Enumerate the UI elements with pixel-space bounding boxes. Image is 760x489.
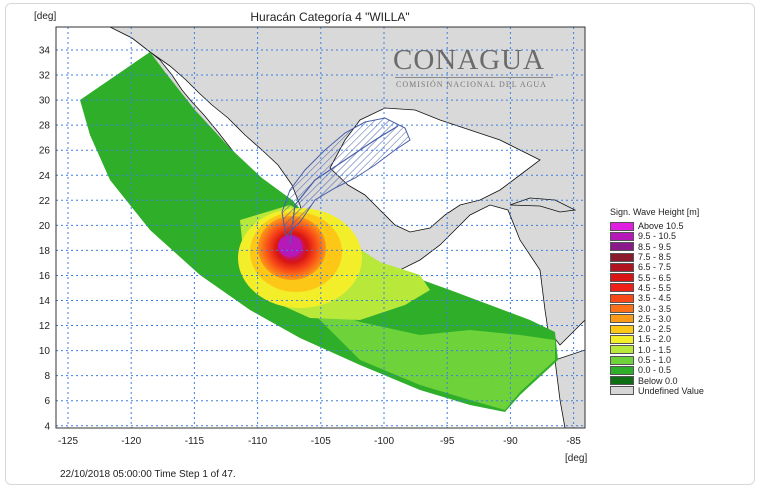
y-tick-label: 24 <box>39 171 51 182</box>
legend-label: Undefined Value <box>638 385 704 396</box>
y-tick-label: 34 <box>39 46 51 57</box>
legend-label: Above 10.5 <box>638 221 684 232</box>
legend-label: 3.5 - 4.5 <box>638 293 672 304</box>
land-south-america <box>554 349 585 428</box>
legend-label: 3.0 - 3.5 <box>638 303 672 314</box>
x-axis-ticks: -125 -120 -115 -110 -105 -100 -95 -90 -85 <box>58 436 581 447</box>
legend-item: Above 10.5 <box>610 221 704 231</box>
legend-swatch <box>610 231 634 241</box>
x-axis-unit: [deg] <box>565 453 588 464</box>
legend-item: 1.5 - 2.0 <box>610 334 704 344</box>
x-tick-label: -90 <box>503 436 518 447</box>
legend-item: 8.5 - 9.5 <box>610 242 704 252</box>
legend-swatch <box>610 345 634 355</box>
wave-field-lightgreen <box>300 300 555 410</box>
y-tick-label: 8 <box>44 371 50 382</box>
y-tick-label: 10 <box>39 346 51 357</box>
legend-swatch <box>610 365 634 375</box>
legend-title: Sign. Wave Height [m] <box>610 207 700 217</box>
legend-label: 0.0 - 0.5 <box>638 365 672 376</box>
legend-label: Below 0.0 <box>638 375 678 386</box>
legend-item: 4.5 - 5.5 <box>610 283 704 293</box>
legend-item: 3.0 - 3.5 <box>610 303 704 314</box>
legend-swatch <box>610 334 634 344</box>
legend-item: 9.5 - 10.5 <box>610 231 704 241</box>
y-tick-label: 14 <box>39 296 51 307</box>
x-tick-label: -95 <box>440 436 455 447</box>
legend-swatch <box>610 376 634 386</box>
wave-field-eye <box>278 235 302 257</box>
legend-rows: Above 10.5 9.5 - 10.5 8.5 - 9.5 7.5 - 8.5 6.… <box>610 221 704 396</box>
y-tick-label: 20 <box>39 221 51 232</box>
y-tick-label: 6 <box>44 396 50 407</box>
legend-item: 7.5 - 8.5 <box>610 252 704 262</box>
legend-swatch <box>610 324 634 334</box>
legend-swatch <box>610 242 634 252</box>
legend-item: 6.5 - 7.5 <box>610 262 704 272</box>
y-tick-label: 28 <box>39 121 51 132</box>
legend-label: 0.5 - 1.0 <box>638 355 672 365</box>
y-axis-ticks: 34 32 30 28 26 24 22 20 18 16 14 12 10 8 6 4 <box>39 46 51 433</box>
y-tick-label: 30 <box>39 96 51 107</box>
y-tick-label: 12 <box>39 321 51 332</box>
legend-item: 1.0 - 1.5 <box>610 345 704 355</box>
legend-label: 4.5 - 5.5 <box>638 282 672 293</box>
legend-item: Undefined Value <box>610 386 704 396</box>
legend-label: 2.0 - 2.5 <box>638 324 672 335</box>
legend-item: Below 0.0 <box>610 375 704 386</box>
legend-label: 7.5 - 8.5 <box>638 252 672 263</box>
legend-item: 0.0 - 0.5 <box>610 365 704 375</box>
forecast-track <box>289 125 399 245</box>
legend-label: 1.5 - 2.0 <box>638 334 672 345</box>
x-tick-label: -85 <box>566 436 581 447</box>
legend-item: 3.5 - 4.5 <box>610 293 704 303</box>
plot-border <box>55 26 586 429</box>
legend-swatch <box>610 304 634 314</box>
legend-item: 5.5 - 6.5 <box>610 272 704 283</box>
y-tick-label: 32 <box>39 71 51 82</box>
legend-item: 2.5 - 3.0 <box>610 314 704 324</box>
time-step-status: 22/10/2018 05:00:00 Time Step 1 of 47. <box>60 469 236 480</box>
y-tick-label: 22 <box>39 196 51 207</box>
x-tick-label: -115 <box>185 436 205 447</box>
forecast-cone <box>281 117 411 238</box>
y-tick-label: 4 <box>44 421 50 432</box>
legend-swatch <box>610 355 634 365</box>
legend-swatch <box>610 293 634 303</box>
land-cuba <box>509 197 577 213</box>
legend: Sign. Wave Height [m] Above 10.5 9.5 - 10… <box>610 207 704 396</box>
legend-swatch <box>610 221 634 231</box>
y-tick-label: 16 <box>39 271 51 282</box>
legend-label: 9.5 - 10.5 <box>638 231 677 242</box>
legend-item: 0.5 - 1.0 <box>610 355 704 365</box>
legend-label: 5.5 - 6.5 <box>638 272 672 283</box>
y-tick-label: 18 <box>39 246 51 257</box>
logo-rule <box>395 77 553 78</box>
conagua-logo-subtitle: COMISIÓN NACIONAL DEL AGUA <box>396 80 547 89</box>
legend-label: 1.0 - 1.5 <box>638 344 672 355</box>
map-title: Huracán Categoría 4 "WILLA" <box>250 10 410 24</box>
legend-swatch <box>610 283 634 293</box>
x-tick-label: -120 <box>121 436 141 447</box>
legend-label: 8.5 - 9.5 <box>638 241 672 252</box>
legend-label: 2.5 - 3.0 <box>638 313 672 324</box>
legend-item: 2.0 - 2.5 <box>610 324 704 334</box>
legend-swatch <box>610 386 634 396</box>
legend-label: 6.5 - 7.5 <box>638 262 672 273</box>
y-axis-unit: [deg] <box>34 11 57 22</box>
x-tick-label: -125 <box>58 436 78 447</box>
x-tick-label: -110 <box>248 436 268 447</box>
legend-swatch <box>610 262 634 272</box>
conagua-logo: CONAGUA <box>393 44 545 76</box>
x-tick-label: -100 <box>374 436 394 447</box>
legend-swatch <box>610 314 634 324</box>
legend-swatch <box>610 273 634 283</box>
x-tick-label: -105 <box>311 436 331 447</box>
legend-swatch <box>610 252 634 262</box>
y-tick-label: 26 <box>39 146 51 157</box>
grid-lines <box>56 27 585 428</box>
